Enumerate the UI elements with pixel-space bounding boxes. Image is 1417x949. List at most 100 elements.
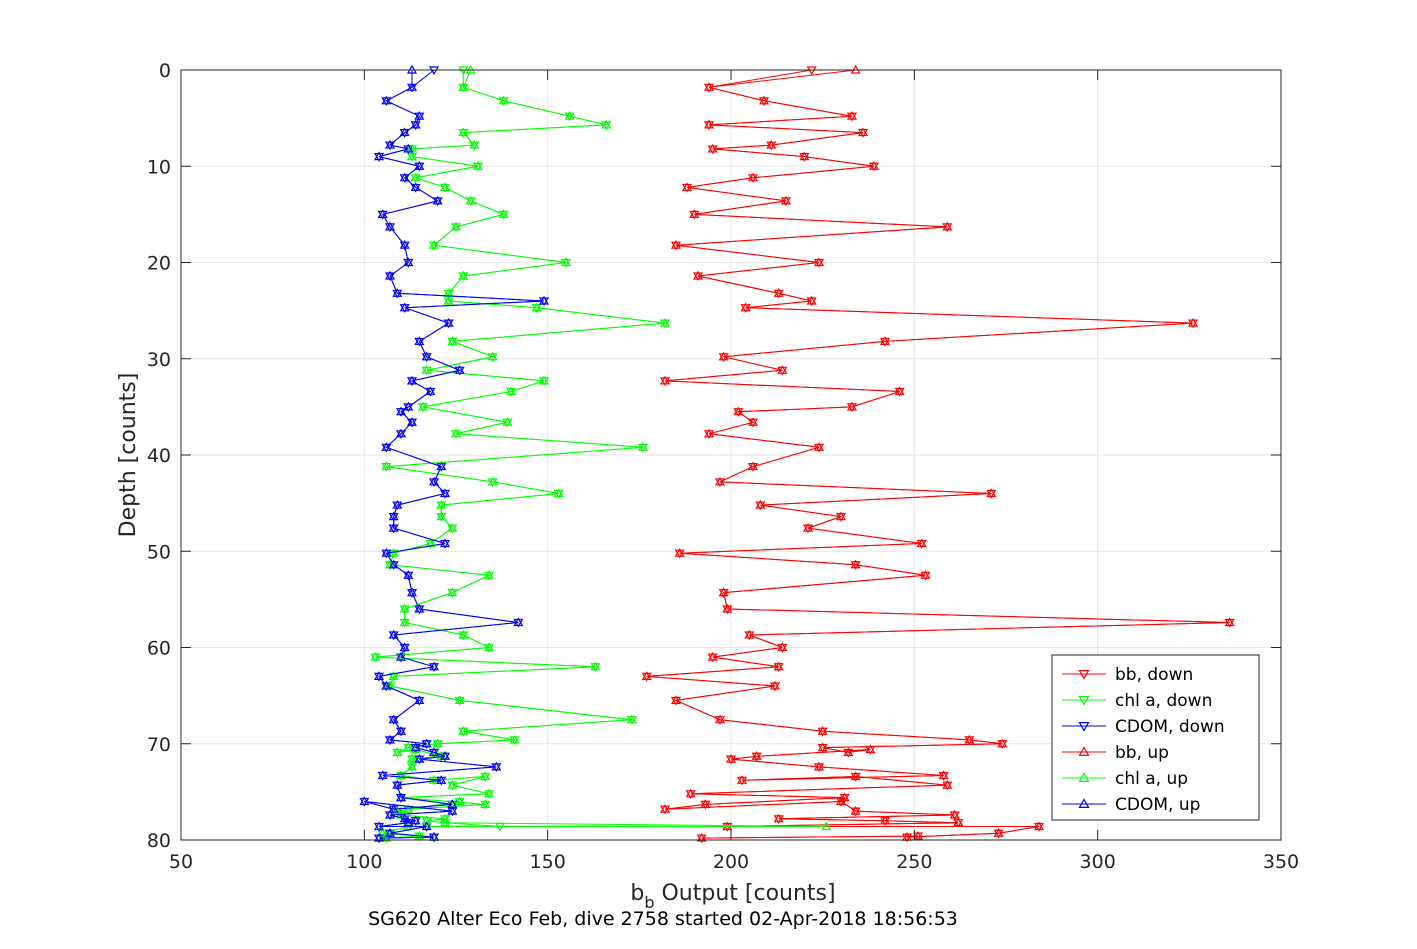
data-point (857, 127, 869, 137)
data-point (432, 195, 443, 205)
data-point (813, 761, 825, 771)
data-point (410, 742, 421, 752)
data-point (381, 461, 392, 471)
data-point (714, 714, 726, 724)
data-point (685, 788, 696, 798)
data-point (755, 499, 766, 509)
data-point (692, 270, 704, 280)
data-point (997, 738, 1008, 748)
data-point (920, 570, 931, 579)
data-point (509, 734, 520, 744)
data-point (846, 110, 858, 120)
data-point (403, 143, 414, 153)
data-point (718, 351, 729, 361)
data-point (751, 751, 762, 760)
data-point (406, 82, 418, 91)
data-point (406, 417, 418, 426)
data-point (458, 270, 469, 280)
data-point (381, 442, 392, 451)
data-point (384, 139, 396, 149)
y-tick-label: 30 (147, 349, 171, 371)
data-point (538, 295, 550, 305)
data-point (388, 522, 399, 532)
data-point (865, 744, 876, 754)
data-point (421, 821, 432, 831)
data-point (443, 317, 454, 327)
data-point (439, 751, 451, 760)
data-point (531, 302, 542, 312)
data-point (428, 747, 440, 757)
data-point (436, 775, 447, 784)
data-point (707, 651, 718, 661)
data-point (480, 771, 491, 781)
data-point (725, 753, 737, 763)
data-point (406, 375, 418, 385)
data-point (458, 127, 469, 137)
data-point (505, 386, 517, 396)
data-point (395, 770, 407, 780)
legend-item: chl a, up (1062, 769, 1188, 789)
data-point (942, 221, 953, 231)
data-point (802, 522, 814, 532)
data-point (395, 406, 407, 416)
data-point (414, 110, 425, 120)
data-point (384, 828, 396, 837)
y-tick-label: 70 (147, 734, 171, 756)
data-point (560, 257, 572, 267)
data-point (454, 365, 465, 374)
x-tick-label: 50 (169, 851, 193, 873)
data-point (439, 182, 451, 192)
data-point (388, 511, 399, 521)
data-point (703, 428, 715, 438)
data-point (986, 488, 997, 498)
data-point (670, 695, 682, 705)
data-point (399, 603, 410, 613)
series-5 (359, 64, 550, 842)
data-point (733, 406, 744, 416)
data-point (432, 738, 443, 748)
data-point (406, 151, 418, 161)
series-3 (641, 64, 1235, 842)
legend-marker (1078, 746, 1090, 756)
data-point (439, 538, 451, 548)
data-point (850, 559, 861, 569)
x-axis-title-subscript: b (644, 893, 654, 912)
y-tick-label: 50 (147, 541, 171, 563)
data-point (421, 815, 432, 825)
data-point (703, 119, 715, 129)
data-point (370, 651, 381, 661)
data-point (483, 788, 495, 798)
data-point (483, 570, 495, 579)
data-point (428, 239, 440, 249)
data-point (993, 828, 1004, 837)
x-tick-label: 100 (346, 851, 382, 873)
data-point (674, 547, 685, 557)
data-point (817, 726, 828, 735)
series-line (646, 69, 1230, 839)
data-point (377, 828, 388, 837)
x-tick-label: 350 (1263, 851, 1299, 873)
legend-label: bb, up (1115, 743, 1169, 763)
data-point (399, 302, 410, 312)
data-point (850, 805, 861, 815)
data-point (439, 817, 451, 827)
data-point (491, 761, 502, 771)
legend-label: CDOM, down (1115, 717, 1225, 737)
data-point (469, 139, 480, 149)
data-point (637, 442, 649, 451)
data-point (377, 770, 388, 780)
data-point (454, 695, 465, 705)
data-point (835, 796, 847, 806)
x-axis-title-rest: Output [counts] (655, 881, 836, 906)
data-point (388, 714, 399, 724)
x-tick-label: 250 (896, 851, 932, 873)
x-tick-label: 200 (713, 851, 749, 873)
data-point (949, 809, 960, 819)
data-point (392, 288, 403, 297)
data-point (681, 182, 693, 192)
data-point (953, 817, 964, 827)
data-point (773, 288, 784, 297)
data-point (399, 617, 410, 627)
data-point (601, 119, 612, 129)
